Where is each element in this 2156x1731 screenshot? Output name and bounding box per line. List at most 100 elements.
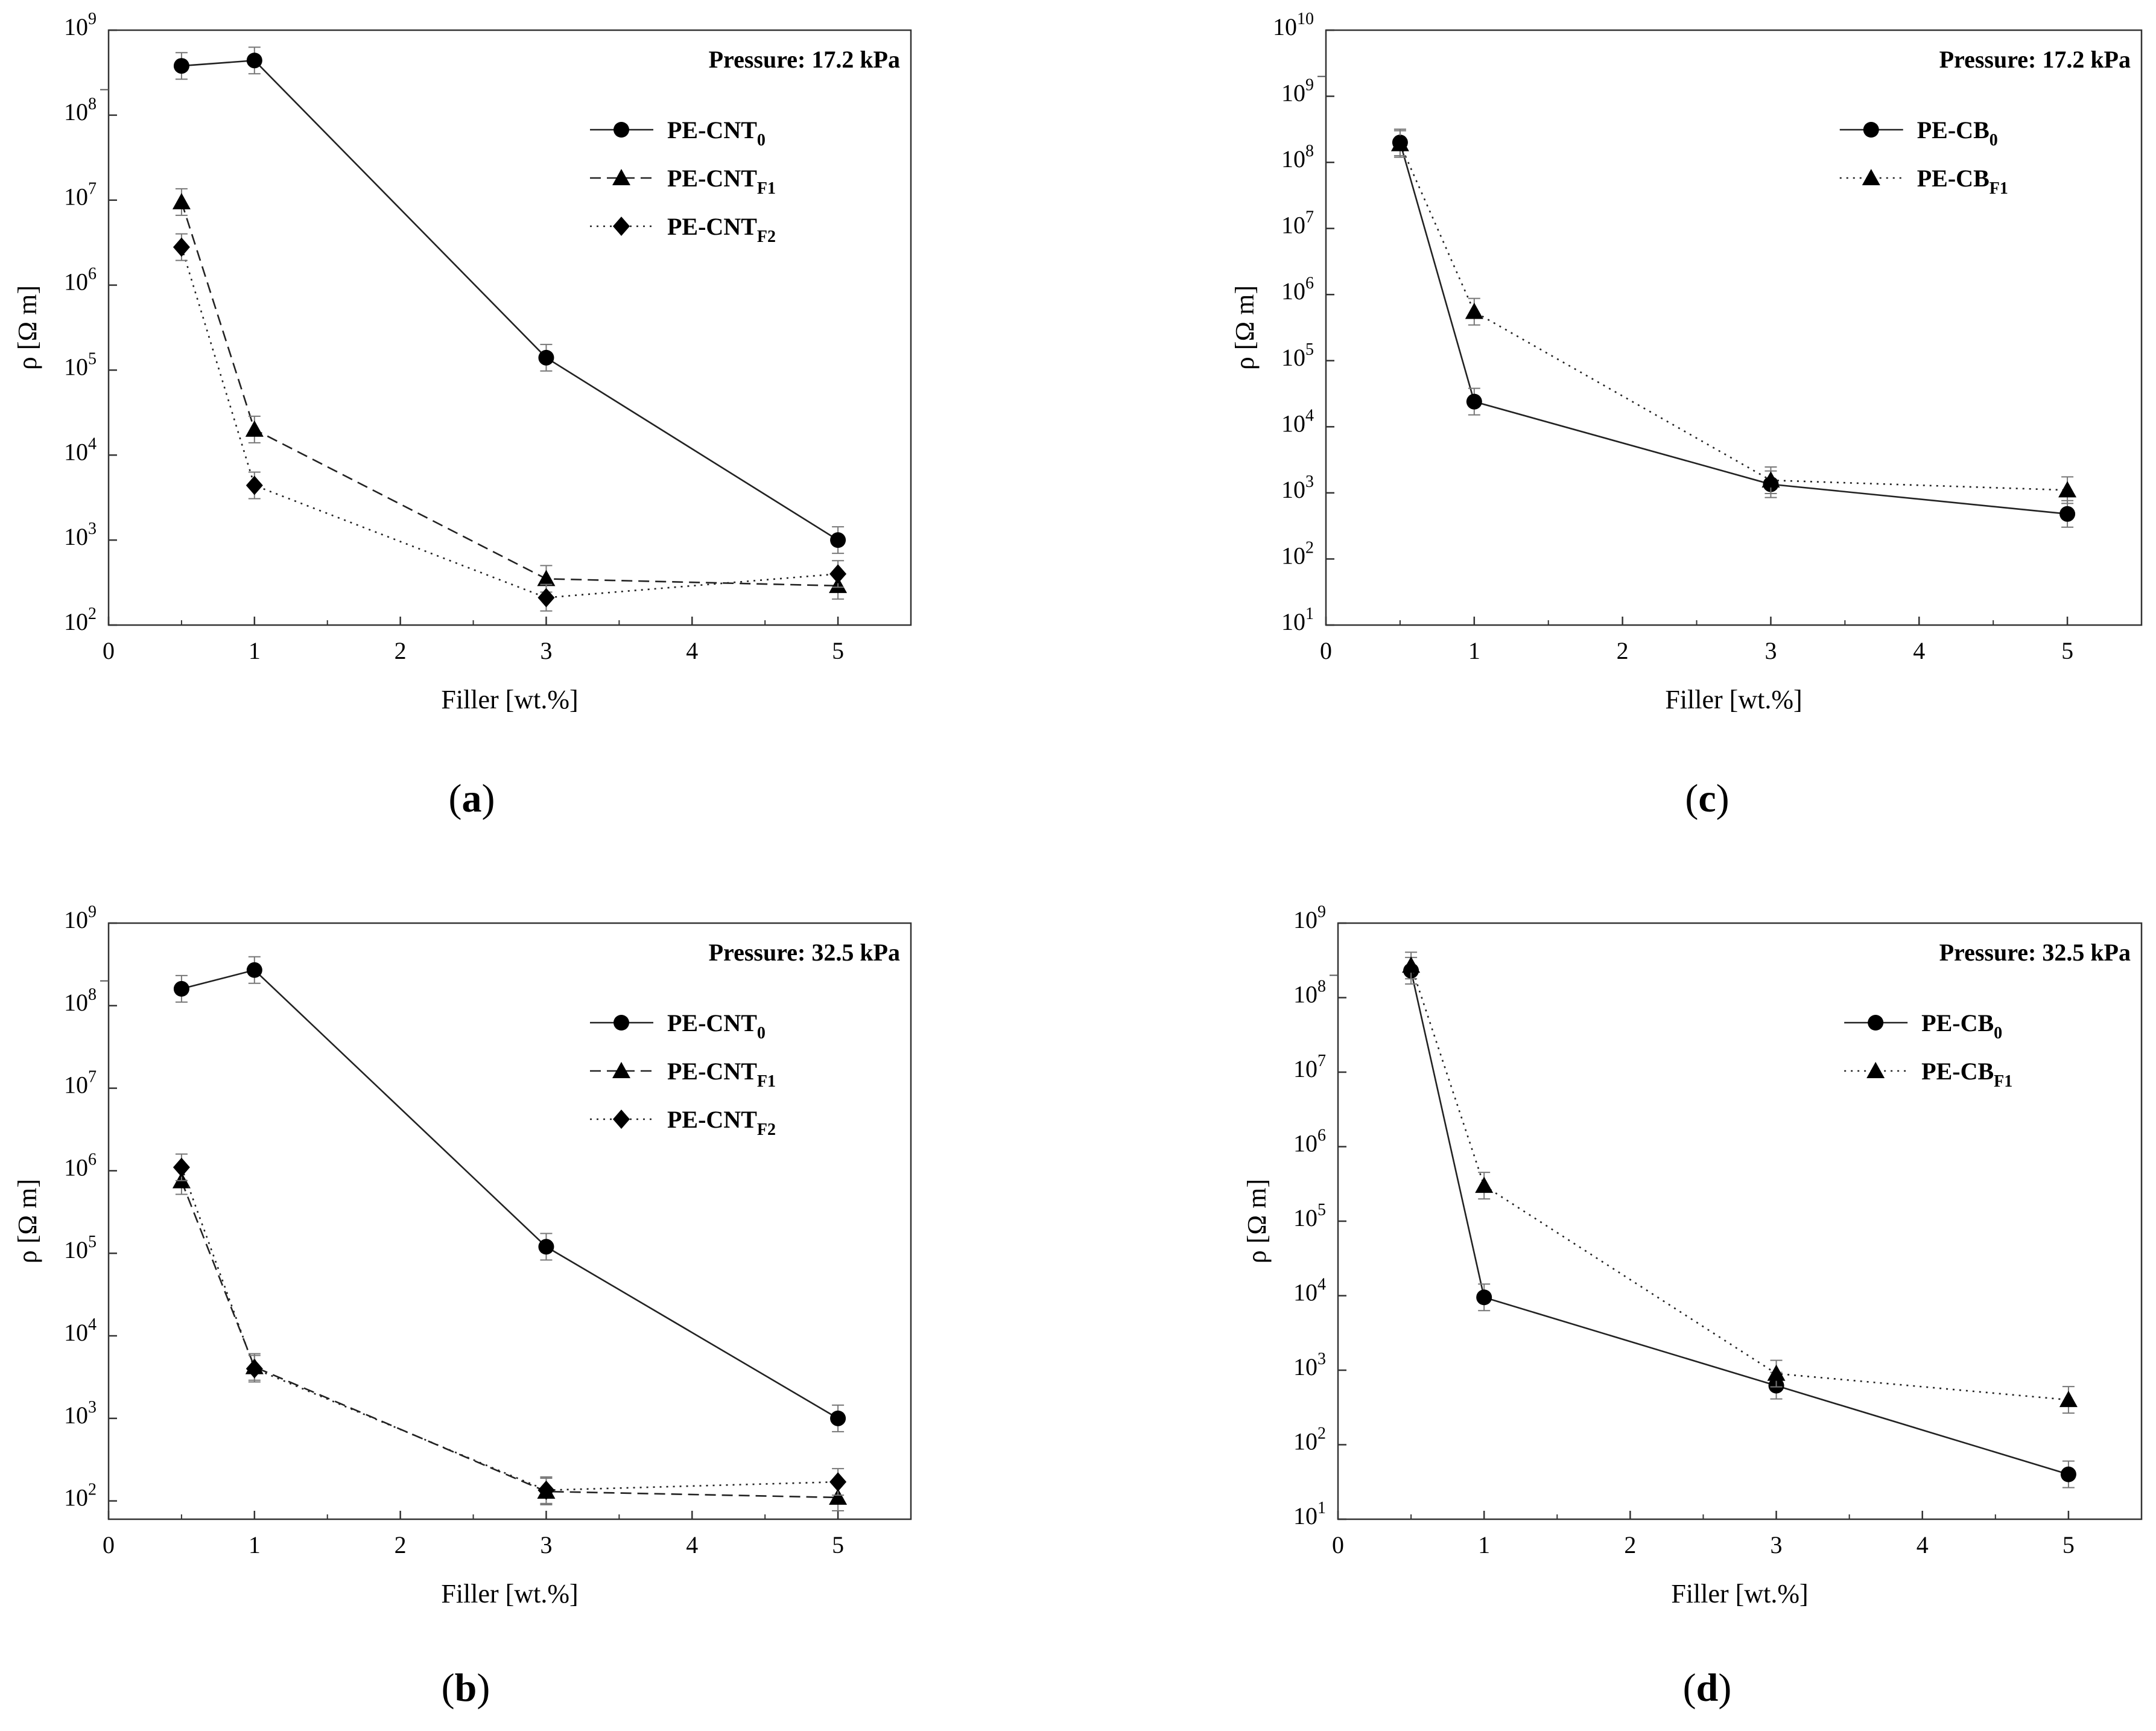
y-tick-label: 102 (1281, 538, 1314, 569)
x-tick-label: 3 (540, 1531, 552, 1558)
x-axis-label: Filler [wt.%] (1665, 685, 1802, 714)
y-axis-label: ρ [Ω m] (1242, 1179, 1272, 1263)
x-axis-label: Filler [wt.%] (441, 1579, 578, 1609)
x-tick-label: 4 (686, 637, 698, 664)
x-tick-label: 1 (249, 1531, 261, 1558)
y-tick-label: 106 (1281, 274, 1314, 305)
series-line (180, 1167, 839, 1491)
y-axis-label: ρ [Ω m] (13, 285, 42, 370)
data-point (246, 52, 262, 69)
y-tick-label: 106 (64, 1150, 97, 1181)
y-tick-label: 104 (1293, 1275, 1326, 1306)
x-tick-label: 5 (832, 637, 844, 664)
caption-c: (c) (1685, 777, 1730, 821)
data-point (2059, 1391, 2078, 1408)
series-line (180, 1181, 839, 1499)
x-tick-label: 1 (1478, 1531, 1490, 1558)
pressure-annotation: Pressure: 32.5 kPa (1939, 939, 2131, 966)
data-point (1767, 1364, 1786, 1381)
x-tick-label: 2 (395, 637, 407, 664)
series-PE-CB-F1 (1402, 951, 2078, 1414)
y-tick-label: 104 (64, 434, 97, 465)
data-point (1761, 471, 1780, 488)
series-line (1410, 970, 2069, 1475)
data-point (173, 58, 189, 74)
legend-marker (612, 1062, 630, 1078)
y-tick-label: 108 (1293, 977, 1326, 1008)
legend-label: PE-CNT0 (667, 116, 766, 150)
x-tick-label: 1 (249, 637, 261, 664)
x-tick-label: 4 (1917, 1531, 1929, 1558)
plot-frame (107, 29, 912, 626)
chart-panel-c: 0 1 2 3 4 5 101 102 103 104 105 106 107 108 109 1010 Fil… (1230, 10, 2143, 714)
data-point (172, 192, 191, 209)
y-tick-label: 105 (1281, 340, 1314, 371)
legend-marker (613, 217, 630, 236)
y-tick-label: 107 (1293, 1052, 1326, 1082)
y-tick-label: 104 (64, 1315, 97, 1346)
x-tick-label: 0 (1332, 1531, 1344, 1558)
pressure-annotation: Pressure: 17.2 kPa (709, 46, 900, 73)
data-point (246, 1359, 263, 1379)
legend-marker (1863, 122, 1879, 138)
pressure-annotation: Pressure: 32.5 kPa (709, 939, 900, 966)
y-tick-label: 105 (64, 1233, 97, 1263)
plot-frame (107, 922, 912, 1520)
data-point (537, 588, 555, 608)
x-tick-label: 5 (2061, 637, 2073, 664)
y-tick-label: 102 (1293, 1425, 1326, 1455)
data-point (1390, 135, 1409, 151)
x-tick-label: 3 (1771, 1531, 1783, 1558)
data-point (173, 980, 189, 997)
legend-marker (614, 1015, 629, 1031)
y-tick-label: 106 (1293, 1126, 1326, 1157)
legend-label: PE-CNTF2 (667, 1106, 776, 1139)
series-PE-CNT-F2 (173, 233, 847, 612)
caption-a: (a) (448, 777, 495, 821)
y-tick-label: 105 (1293, 1201, 1326, 1231)
plot-frame (1325, 29, 2143, 626)
x-axis-label: Filler [wt.%] (441, 685, 578, 714)
data-point (1476, 1289, 1492, 1306)
y-tick-label: 108 (64, 95, 97, 125)
x-tick-label: 2 (395, 1531, 407, 1558)
data-point (246, 475, 263, 495)
y-tick-label: 103 (1293, 1350, 1326, 1380)
x-tick-label: 2 (1617, 637, 1629, 664)
y-tick-label: 101 (1281, 605, 1314, 635)
legend-marker (614, 122, 629, 138)
y-tick-label: 107 (64, 180, 97, 211)
series-line (181, 969, 839, 1419)
data-point (830, 532, 846, 548)
data-point (1465, 302, 1483, 319)
data-point (829, 1472, 847, 1492)
legend-marker (613, 1110, 630, 1129)
y-tick-label: 108 (1281, 142, 1314, 173)
x-tick-label: 1 (1468, 637, 1480, 664)
series-line (1399, 142, 2068, 515)
x-tick-label: 3 (1764, 637, 1777, 664)
y-tick-label: 109 (1293, 903, 1326, 933)
data-point (537, 570, 556, 586)
series-PE-CB-F1 (1390, 130, 2077, 504)
y-tick-label: 101 (1293, 1499, 1326, 1529)
series-PE-CNT-F1 (172, 188, 848, 600)
y-tick-label: 102 (64, 605, 97, 635)
series-line (180, 247, 839, 599)
data-point (2059, 506, 2076, 522)
data-point (830, 1410, 846, 1426)
data-point (2060, 1466, 2076, 1482)
series-PE-CNT-0 (173, 46, 846, 554)
data-point (538, 1239, 554, 1255)
data-point (1475, 1177, 1494, 1193)
x-tick-label: 4 (1913, 637, 1925, 664)
y-tick-label: 103 (64, 519, 97, 550)
data-point (246, 962, 262, 978)
y-axis-label: ρ [Ω m] (13, 1179, 42, 1263)
legend-marker (1868, 1015, 1884, 1031)
y-tick-label: 107 (64, 1068, 97, 1099)
y-tick-label: 104 (1281, 406, 1314, 437)
legend-label: PE-CBF1 (1917, 165, 2008, 198)
legend-label: PE-CNT0 (667, 1009, 766, 1043)
